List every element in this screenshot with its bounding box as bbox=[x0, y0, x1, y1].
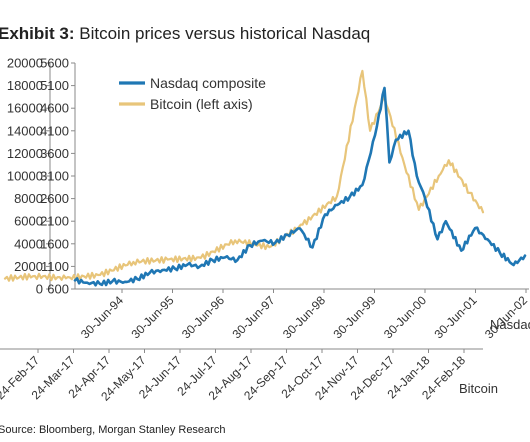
left-axis-tick-label: 6000 bbox=[14, 214, 43, 229]
legend-label-bitcoin: Bitcoin (left axis) bbox=[150, 96, 253, 112]
inner-axis-tick-label: 4600 bbox=[40, 101, 69, 116]
bitcoin-x-axis-label: Bitcoin bbox=[459, 381, 498, 396]
nasdaq-x-tick-label: 30-Jun-00 bbox=[381, 293, 429, 341]
inner-axis-tick-label: 2100 bbox=[40, 214, 69, 229]
nasdaq-x-tick-label: 30-Jun-98 bbox=[280, 293, 328, 341]
left-axis-tick-label: 2000 bbox=[14, 259, 43, 274]
inner-axis-tick-label: 2600 bbox=[40, 191, 69, 206]
exhibit-number: Exhibit 3: bbox=[0, 24, 75, 43]
nasdaq-x-tick-label: 30-Jun-97 bbox=[230, 293, 278, 341]
inner-axis-tick-label: 3100 bbox=[40, 169, 69, 184]
nasdaq-x-tick-label: 30-Jun-94 bbox=[78, 293, 126, 341]
inner-axis-tick-label: 1100 bbox=[41, 259, 69, 274]
nasdaq-x-tick-label: 30-Jun-96 bbox=[179, 293, 227, 341]
left-axis-tick-label: 16000 bbox=[7, 101, 43, 116]
inner-axis-tick-label: 1600 bbox=[40, 236, 69, 251]
inner-axis-tick-label: 600 bbox=[47, 282, 69, 297]
left-axis-tick-label: 4000 bbox=[14, 236, 43, 251]
left-axis-tick-label: 20000 bbox=[7, 56, 43, 71]
nasdaq-x-tick-label: 30-Jun-99 bbox=[331, 293, 379, 341]
exhibit-title: Bitcoin prices versus historical Nasdaq bbox=[79, 24, 371, 43]
inner-axis-tick-label: 5600 bbox=[40, 56, 69, 71]
left-axis-tick-label: 10000 bbox=[7, 169, 43, 184]
inner-axis-tick-label: 4100 bbox=[40, 123, 69, 138]
legend-label-nasdaq: Nasdaq composite bbox=[150, 75, 266, 91]
nasdaq-x-tick-label: 30-Jun-95 bbox=[129, 293, 177, 341]
nasdaq-x-tick-label: 30-Jun-01 bbox=[432, 293, 480, 341]
left-axis-tick-label: 0 bbox=[36, 282, 43, 297]
source-note: Source: Bloomberg, Morgan Stanley Resear… bbox=[0, 424, 226, 436]
left-axis-tick-label: 14000 bbox=[7, 123, 43, 138]
nasdaq-series-line bbox=[73, 86, 527, 287]
chart-legend: Nasdaq composite Bitcoin (left axis) bbox=[119, 75, 266, 112]
nasdaq-x-axis-label: Nasdaq bbox=[490, 317, 530, 332]
left-axis-tick-label: 18000 bbox=[7, 78, 43, 93]
chart-series bbox=[3, 69, 527, 287]
inner-axis-tick-label: 3600 bbox=[40, 146, 69, 161]
chart-title: Exhibit 3: Bitcoin prices versus histori… bbox=[0, 24, 370, 44]
bitcoin-series-line bbox=[3, 69, 485, 282]
inner-axis-tick-label: 5100 bbox=[40, 78, 69, 93]
left-axis-tick-label: 8000 bbox=[14, 191, 43, 206]
left-axis-tick-label: 12000 bbox=[7, 146, 43, 161]
